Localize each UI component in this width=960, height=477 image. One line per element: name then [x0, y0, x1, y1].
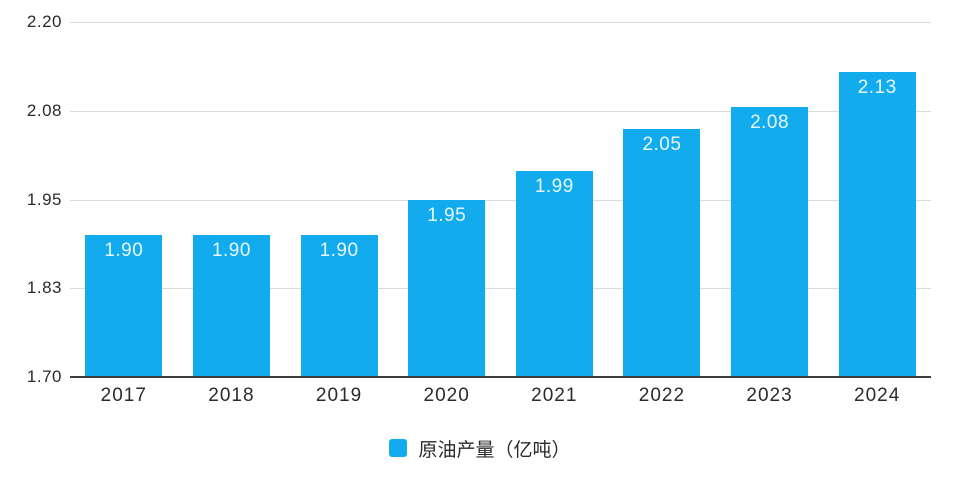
gridline — [70, 288, 931, 290]
x-tick-label: 2017 — [100, 385, 147, 406]
y-tick-label: 1.83 — [26, 278, 62, 298]
gridline — [70, 22, 931, 23]
x-tick-label: 2022 — [638, 385, 686, 406]
x-tick-label: 2023 — [746, 385, 793, 406]
x-tick-label: 2018 — [208, 385, 255, 406]
bar-2017: 1.90 — [85, 235, 163, 377]
gridline — [70, 110, 931, 112]
y-tick-label: 1.70 — [26, 367, 62, 386]
bar-2022: 2.05 — [623, 128, 701, 377]
x-axis-baseline — [70, 376, 931, 378]
bar-2019: 1.90 — [300, 235, 378, 377]
y-tick-label: 2.08 — [26, 100, 62, 120]
legend-swatch — [389, 439, 408, 457]
x-tick-label: 2024 — [854, 385, 901, 406]
bar-2021: 1.99 — [515, 171, 593, 377]
y-tick-label: 2.20 — [26, 12, 62, 31]
bar-value-label: 2.13 — [857, 76, 897, 98]
y-tick-label: 1.95 — [26, 189, 62, 209]
bar-value-label: 2.05 — [642, 133, 682, 155]
bar-2020: 1.95 — [408, 199, 486, 377]
gridline — [70, 199, 931, 201]
legend-label: 原油产量（亿吨） — [418, 439, 571, 461]
bar-value-label: 1.90 — [104, 240, 144, 261]
bar-value-label: 1.95 — [427, 204, 467, 226]
x-tick-label: 2021 — [531, 385, 578, 406]
bar-value-label: 2.08 — [750, 112, 790, 134]
bar-value-label: 1.99 — [534, 176, 574, 198]
bar-value-label: 1.90 — [211, 240, 251, 261]
legend: 原油产量（亿吨） — [0, 434, 960, 462]
bar-2018: 1.90 — [192, 235, 270, 377]
bar-value-label: 1.90 — [319, 240, 359, 261]
x-tick-label: 2019 — [315, 385, 363, 406]
bar-2024: 2.13 — [838, 71, 916, 377]
x-tick-label: 2020 — [423, 385, 470, 406]
bar-2023: 2.08 — [731, 107, 809, 377]
